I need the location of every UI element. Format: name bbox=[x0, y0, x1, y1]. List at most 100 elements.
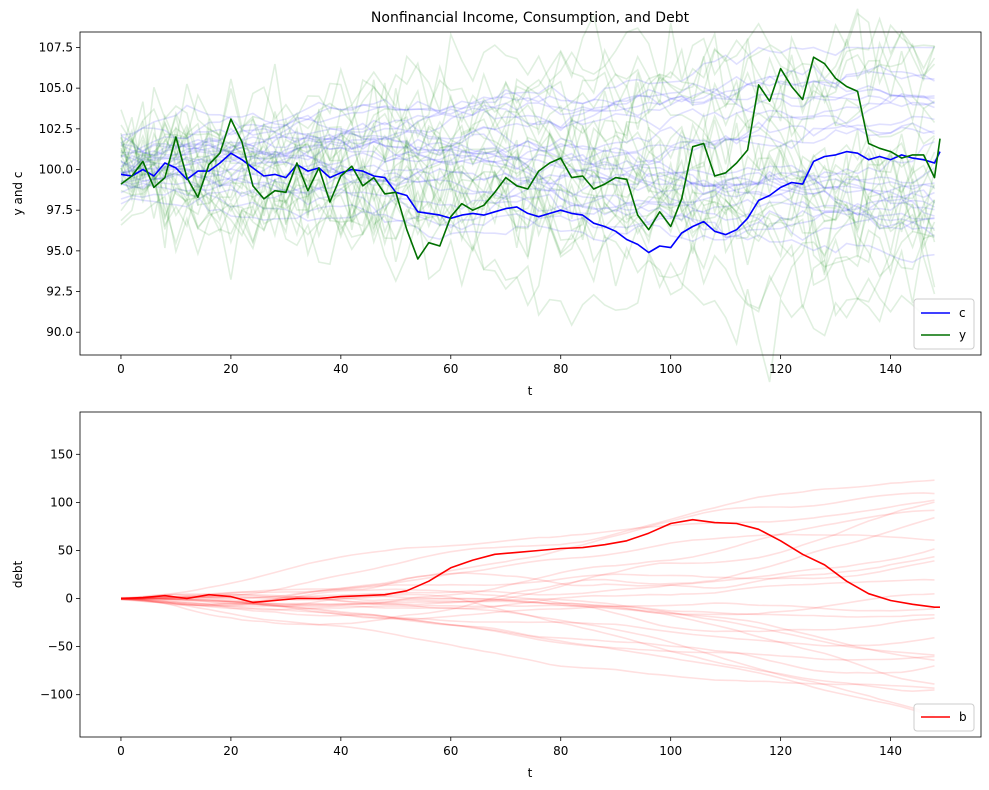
background-path-y bbox=[120, 107, 936, 256]
background-path-b bbox=[120, 516, 935, 626]
background-path-y bbox=[120, 115, 936, 246]
background-path-c bbox=[120, 167, 935, 243]
x-axis-ticks: 0 20 40 60 80 100 120 140 bbox=[117, 737, 902, 758]
y-tick-label: 150 bbox=[50, 447, 73, 461]
background-path-y bbox=[120, 8, 936, 186]
x-tick-label: 0 bbox=[117, 362, 125, 376]
background-path-y bbox=[120, 106, 936, 243]
background-path-y bbox=[120, 12, 935, 206]
x-tick-label: 0 bbox=[117, 744, 125, 758]
income-consumption-chart: Nonfinancial Income, Consumption, and De… bbox=[11, 8, 982, 398]
background-path-c bbox=[121, 46, 935, 154]
x-tick-label: 20 bbox=[223, 744, 238, 758]
background-path-y bbox=[120, 46, 935, 222]
x-tick-label: 20 bbox=[223, 362, 238, 376]
x-tick-label: 60 bbox=[443, 744, 458, 758]
background-path-c bbox=[120, 152, 935, 191]
background-path-c bbox=[120, 101, 935, 175]
background-path-y bbox=[120, 12, 936, 186]
y-tick-label: 50 bbox=[58, 543, 73, 557]
background-path-b bbox=[120, 578, 935, 610]
x-tick-label: 140 bbox=[879, 744, 902, 758]
y-tick-label: 92.5 bbox=[46, 285, 73, 299]
x-tick-label: 40 bbox=[333, 362, 348, 376]
y-tick-label: 107.5 bbox=[39, 40, 73, 54]
background-path-b bbox=[120, 597, 935, 718]
background-path-c bbox=[120, 122, 935, 184]
background-path-b bbox=[120, 555, 935, 600]
background-path-b bbox=[120, 560, 935, 600]
background-path-b bbox=[121, 595, 935, 685]
background-path-c bbox=[120, 159, 935, 208]
legend: c y bbox=[913, 298, 975, 350]
background-path-c bbox=[120, 88, 935, 157]
background-path-c bbox=[120, 182, 935, 240]
background-path-b bbox=[120, 479, 935, 601]
background-path-b bbox=[120, 597, 935, 647]
y-tick-label: 97.5 bbox=[46, 203, 73, 217]
background-path-b bbox=[120, 598, 935, 618]
y-axis-label: debt bbox=[11, 561, 25, 589]
background-path-y bbox=[120, 16, 936, 257]
background-path-c bbox=[120, 138, 935, 264]
background-path-y bbox=[120, 141, 936, 324]
background-path-y bbox=[120, 109, 936, 247]
x-tick-label: 120 bbox=[769, 744, 792, 758]
background-path-y bbox=[120, 157, 936, 280]
y-tick-label: −100 bbox=[40, 688, 73, 702]
background-path-c bbox=[120, 64, 935, 152]
y-tick-label: 100 bbox=[50, 495, 73, 509]
background-path-c bbox=[120, 130, 935, 190]
background-path-b bbox=[120, 588, 935, 633]
plot-frame bbox=[79, 31, 982, 356]
x-axis-ticks: 0 20 40 60 80 100 120 140 bbox=[117, 355, 902, 376]
x-tick-label: 80 bbox=[553, 362, 568, 376]
background-path-y bbox=[120, 23, 935, 171]
background-path-b bbox=[120, 597, 935, 716]
debt-chart: 0 20 40 60 80 100 120 140 −100 −50 0 50 100 150 t de… bbox=[11, 411, 982, 780]
y-tick-label: −50 bbox=[48, 640, 73, 654]
x-tick-label: 40 bbox=[333, 744, 348, 758]
background-path-c bbox=[120, 170, 935, 231]
background-path-b bbox=[120, 597, 935, 661]
legend: b bbox=[913, 703, 975, 732]
background-path-y bbox=[120, 86, 936, 276]
y-tick-label: 90.0 bbox=[46, 325, 73, 339]
legend-box bbox=[913, 298, 975, 350]
series-lines bbox=[120, 518, 940, 608]
background-path-y bbox=[120, 132, 936, 307]
x-tick-label: 140 bbox=[879, 362, 902, 376]
background-path-b bbox=[120, 595, 935, 661]
x-tick-label: 100 bbox=[659, 362, 682, 376]
background-path-b bbox=[120, 593, 935, 612]
background-path-c bbox=[120, 64, 935, 153]
legend-label-b: b bbox=[959, 710, 967, 724]
background-path-b bbox=[120, 509, 935, 607]
background-path-c bbox=[120, 158, 935, 230]
plot-frame bbox=[79, 411, 982, 738]
background-path-b bbox=[120, 548, 935, 603]
background-path-c bbox=[120, 88, 935, 168]
y-tick-label: 102.5 bbox=[39, 122, 73, 136]
background-path-b bbox=[120, 533, 935, 599]
background-path-c bbox=[120, 104, 935, 196]
chart-title: Nonfinancial Income, Consumption, and De… bbox=[371, 10, 690, 26]
series-line-y bbox=[120, 56, 941, 260]
background-path-y bbox=[120, 107, 936, 258]
series-line-b bbox=[120, 518, 940, 608]
x-tick-label: 80 bbox=[553, 744, 568, 758]
y-axis-ticks: 90.0 92.5 95.0 97.5 100.0 102.5 105.0 107.5 bbox=[39, 40, 80, 339]
background-path-y bbox=[120, 121, 936, 258]
background-path-y bbox=[120, 135, 935, 318]
y-tick-label: 0 bbox=[65, 592, 73, 606]
x-axis-label: t bbox=[528, 766, 533, 780]
background-path-b bbox=[120, 597, 935, 689]
y-tick-label: 95.0 bbox=[46, 244, 73, 258]
background-path-b bbox=[120, 593, 935, 693]
x-tick-label: 100 bbox=[659, 744, 682, 758]
x-tick-label: 60 bbox=[443, 362, 458, 376]
background-path-c bbox=[120, 126, 935, 171]
background-path-b bbox=[120, 499, 935, 600]
background-path-c bbox=[120, 87, 935, 175]
